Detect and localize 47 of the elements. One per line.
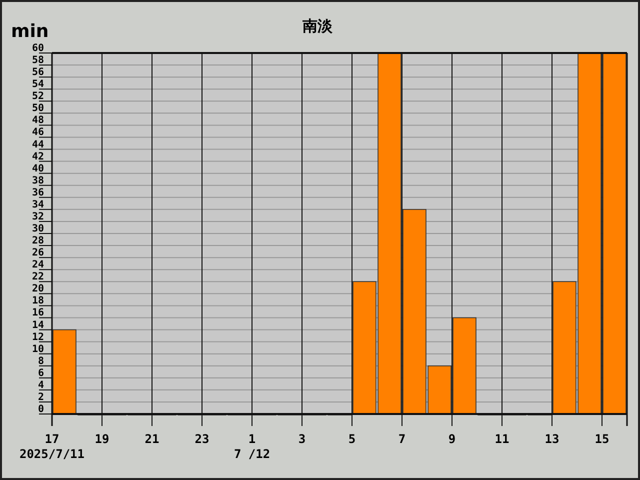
y-tick-label: 54 — [32, 79, 44, 90]
y-tick-label: 2 — [38, 392, 44, 403]
y-tick-label: 42 — [32, 151, 44, 162]
y-tick-label: 30 — [32, 224, 44, 234]
y-tick-label: 24 — [32, 260, 44, 271]
chart-title: 南淡 — [302, 17, 334, 35]
x-tick-label: 3 — [298, 432, 306, 446]
y-tick-label: 4 — [38, 380, 44, 391]
y-tick-label: 46 — [32, 127, 44, 138]
y-tick-label: 20 — [32, 284, 44, 295]
x-tick-label: 21 — [144, 432, 160, 446]
y-tick-label: 34 — [32, 199, 44, 210]
y-tick-label: 38 — [32, 175, 44, 186]
y-tick-label: 58 — [32, 55, 44, 66]
y-tick-label: 52 — [32, 91, 44, 102]
y-tick-label: 26 — [32, 248, 44, 259]
x-tick-label: 17 — [44, 432, 60, 446]
text: 2025/7/11 — [19, 447, 85, 461]
x-tick-label: 11 — [494, 432, 510, 446]
x-tick-label: 15 — [594, 432, 610, 446]
text: 7 /12 — [234, 447, 270, 461]
y-tick-label: 18 — [32, 296, 44, 307]
y-tick-label: 60 — [32, 43, 44, 54]
y-axis-title: min — [11, 21, 49, 42]
y-tick-label: 8 — [38, 356, 44, 367]
y-tick-label: 0 — [38, 404, 44, 415]
y-tick-label: 16 — [32, 308, 44, 319]
y-tick-label: 48 — [32, 115, 44, 126]
y-tick-label: 36 — [32, 187, 44, 198]
y-tick-label: 22 — [32, 272, 44, 283]
y-tick-label: 14 — [32, 320, 44, 331]
x-tick-label: 19 — [94, 432, 110, 446]
y-tick-label: 28 — [32, 236, 44, 247]
x-tick-label: 13 — [544, 432, 560, 446]
x-tick-label: 23 — [194, 432, 210, 446]
y-tick-label: 40 — [32, 163, 44, 174]
x-tick-label: 7 — [398, 432, 406, 446]
x-tick-label: 1 — [248, 432, 256, 446]
x-tick-label: 5 — [348, 432, 356, 446]
y-tick-label: 10 — [32, 344, 44, 355]
y-tick-label: 50 — [32, 103, 44, 114]
y-tick-label: 6 — [38, 368, 44, 379]
y-tick-label: 12 — [32, 332, 44, 343]
y-tick-label: 44 — [32, 139, 44, 150]
y-tick-label: 56 — [32, 67, 44, 78]
y-tick-label: 32 — [32, 211, 44, 222]
x-tick-label: 9 — [448, 432, 456, 446]
